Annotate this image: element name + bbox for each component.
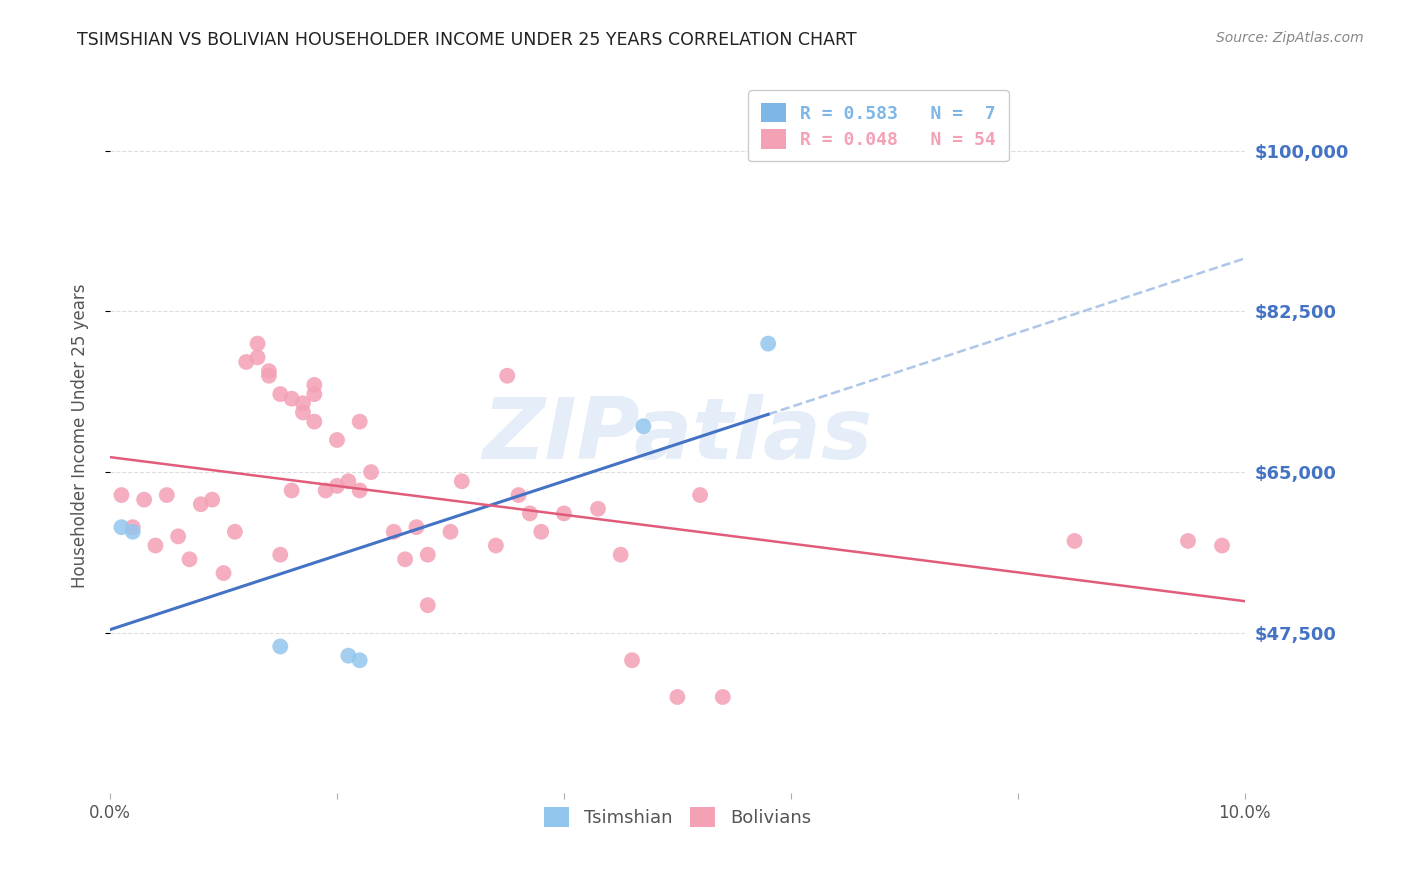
Point [280, 392, 302, 406]
Point [405, 520, 427, 534]
Point [394, 552, 416, 566]
Point [326, 433, 349, 447]
Point [1211, 539, 1233, 553]
Point [326, 479, 349, 493]
Point [609, 548, 631, 562]
Point [167, 529, 190, 543]
Point [621, 653, 644, 667]
Point [257, 368, 280, 383]
Point [235, 355, 257, 369]
Legend: Tsimshian, Bolivians: Tsimshian, Bolivians [537, 800, 818, 834]
Point [315, 483, 337, 498]
Point [349, 483, 371, 498]
Point [121, 524, 143, 539]
Point [1063, 533, 1085, 548]
Point [439, 524, 461, 539]
Point [246, 351, 269, 365]
Point [201, 492, 224, 507]
Point [496, 368, 519, 383]
Point [666, 690, 689, 704]
Text: ZIPatlas: ZIPatlas [482, 394, 873, 477]
Point [212, 566, 235, 580]
Point [508, 488, 530, 502]
Point [349, 653, 371, 667]
Point [416, 548, 439, 562]
Text: TSIMSHIAN VS BOLIVIAN HOUSEHOLDER INCOME UNDER 25 YEARS CORRELATION CHART: TSIMSHIAN VS BOLIVIAN HOUSEHOLDER INCOME… [77, 31, 856, 49]
Point [291, 396, 314, 410]
Point [179, 552, 201, 566]
Text: Source: ZipAtlas.com: Source: ZipAtlas.com [1216, 31, 1364, 45]
Point [689, 488, 711, 502]
Point [553, 507, 575, 521]
Point [633, 419, 655, 434]
Point [304, 415, 326, 429]
Point [360, 465, 382, 479]
Point [269, 548, 291, 562]
Point [711, 690, 734, 704]
Point [190, 497, 212, 511]
Point [450, 475, 472, 489]
Point [337, 648, 360, 663]
Point [349, 415, 371, 429]
Point [110, 520, 132, 534]
Point [485, 539, 508, 553]
Point [110, 488, 132, 502]
Point [1177, 533, 1199, 548]
Point [246, 336, 269, 351]
Point [519, 507, 541, 521]
Point [304, 378, 326, 392]
Point [269, 640, 291, 654]
Point [382, 524, 405, 539]
Point [224, 524, 246, 539]
Point [291, 405, 314, 419]
Y-axis label: Householder Income Under 25 years: Householder Income Under 25 years [72, 283, 89, 588]
Point [586, 501, 609, 516]
Point [257, 364, 280, 378]
Point [530, 524, 553, 539]
Point [304, 387, 326, 401]
Point [145, 539, 167, 553]
Point [269, 387, 291, 401]
Point [132, 492, 155, 507]
Point [416, 598, 439, 612]
Point [337, 475, 360, 489]
Point [156, 488, 179, 502]
Point [756, 336, 779, 351]
Point [121, 520, 143, 534]
Point [280, 483, 302, 498]
